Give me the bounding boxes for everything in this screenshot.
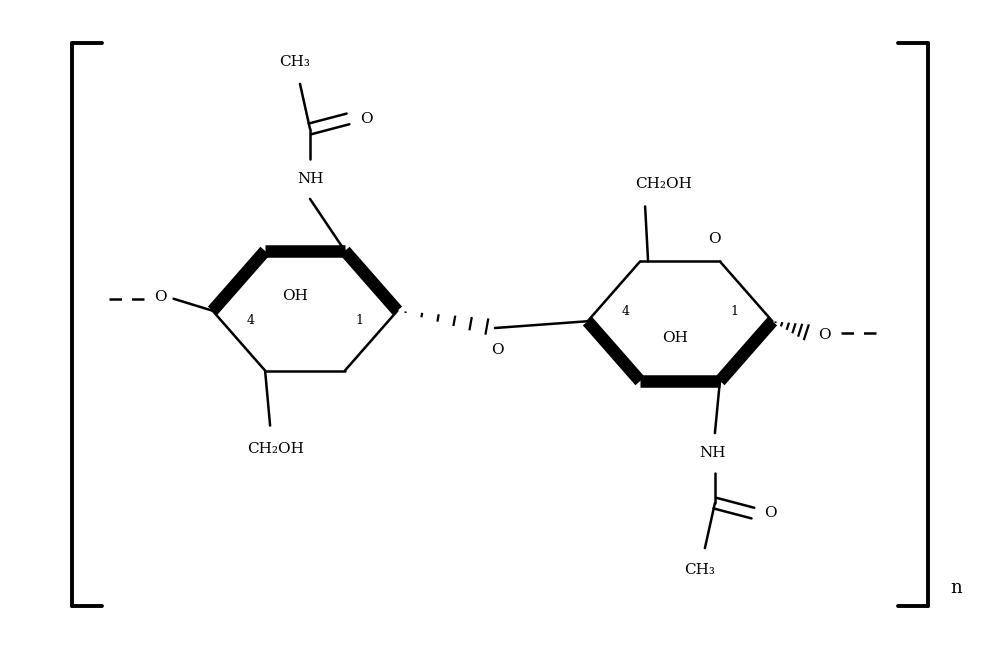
Text: n: n: [950, 579, 962, 597]
Text: 1: 1: [731, 305, 739, 318]
Text: O: O: [709, 233, 721, 246]
Text: CH₃: CH₃: [684, 563, 715, 577]
Text: CH₂OH: CH₂OH: [247, 441, 304, 456]
Text: 4: 4: [621, 305, 629, 318]
Text: CH₃: CH₃: [280, 55, 310, 69]
Text: O: O: [360, 112, 372, 126]
Text: 1: 1: [356, 314, 364, 327]
Text: NH: NH: [298, 172, 324, 186]
Text: O: O: [818, 329, 831, 342]
Text: O: O: [154, 290, 167, 304]
Text: NH: NH: [700, 446, 726, 460]
Text: O: O: [491, 343, 503, 357]
Text: OH: OH: [282, 289, 308, 303]
Text: 4: 4: [246, 314, 254, 327]
Text: CH₂OH: CH₂OH: [635, 178, 692, 191]
Text: OH: OH: [662, 331, 688, 345]
Text: O: O: [765, 506, 777, 520]
